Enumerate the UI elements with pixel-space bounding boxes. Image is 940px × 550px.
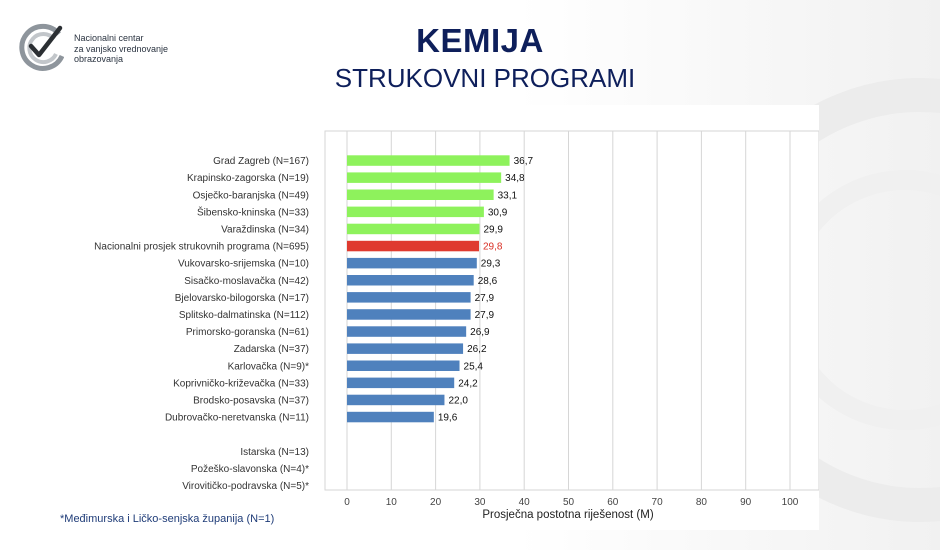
value-label: 25,4 <box>464 361 484 372</box>
category-label: Virovitičko-podravska (N=5)* <box>182 481 309 492</box>
footnote: *Međimurska i Ličko-senjska županija (N=… <box>60 513 275 525</box>
bar <box>347 275 474 286</box>
category-label: Koprivničko-križevačka (N=33) <box>173 378 309 389</box>
value-label: 22,0 <box>448 395 468 406</box>
category-label: Sisačko-moslavačka (N=42) <box>184 276 309 287</box>
category-label: Bjelovarsko-bilogorska (N=17) <box>175 293 309 304</box>
logo-line-1: Nacionalni centar <box>74 33 144 43</box>
bar-chart: 0 10 20 30 40 50 60 70 80 90 100 Grad Zagreb (N=167… <box>94 130 819 521</box>
value-label: 27,9 <box>475 293 495 304</box>
bar <box>347 360 460 371</box>
page-title: KEMIJA <box>416 22 544 59</box>
bar <box>347 155 510 166</box>
bar <box>347 257 477 269</box>
value-label: 33,1 <box>498 190 518 201</box>
bar <box>347 309 471 320</box>
page-subtitle: STRUKOVNI PROGRAMI <box>334 63 636 93</box>
x-tick-label: 60 <box>607 497 619 508</box>
value-label: 26,2 <box>467 344 487 355</box>
category-label: Splitsko-dalmatinska (N=112) <box>179 310 309 321</box>
category-label: Požeško-slavonska (N=4)* <box>191 464 309 475</box>
bar <box>347 223 480 235</box>
bar <box>347 240 480 252</box>
x-tick-label: 20 <box>430 497 442 508</box>
category-label: Vukovarsko-srijemska (N=10) <box>178 259 309 270</box>
category-label: Istarska (N=13) <box>240 447 309 458</box>
category-label: Dubrovačko-neretvanska (N=11) <box>165 413 309 424</box>
value-label: 26,9 <box>470 327 490 338</box>
x-tick-label: 40 <box>519 497 531 508</box>
value-label: 29,3 <box>481 259 501 270</box>
value-label: 29,8 <box>483 242 503 253</box>
logo-text: Nacionalni centar za vanjsko vrednovanje… <box>74 33 168 65</box>
chart-panel: 0 10 20 30 40 50 60 70 80 90 100 Grad Zagreb (N=167… <box>54 105 819 530</box>
value-label: 24,2 <box>458 378 478 389</box>
category-label: Zadarska (N=37) <box>234 344 309 355</box>
value-label: 28,6 <box>478 276 498 287</box>
category-label: Primorsko-goranska (N=61) <box>186 327 309 338</box>
x-tick-label: 10 <box>386 497 398 508</box>
bar <box>347 189 494 200</box>
bar <box>347 172 502 183</box>
bar <box>347 343 464 354</box>
x-tick-label: 0 <box>344 497 350 508</box>
plot-area <box>324 130 819 491</box>
category-label: Krapinsko-zagorska (N=19) <box>187 173 309 184</box>
value-label: 19,6 <box>438 413 458 424</box>
category-label: Karlovačka (N=9)* <box>228 361 310 372</box>
x-tick-label: 50 <box>563 497 575 508</box>
x-tick-label: 90 <box>740 497 752 508</box>
category-label: Osječko-baranjska (N=49) <box>193 190 309 201</box>
x-tick-label: 70 <box>652 497 664 508</box>
category-label: Šibensko-kninska (N=33) <box>197 205 309 218</box>
bar <box>347 377 455 389</box>
x-tick-label: 80 <box>696 497 708 508</box>
value-label: 27,9 <box>475 310 495 321</box>
x-axis-title: Prosječna postotna riješenost (M) <box>482 509 653 521</box>
bar <box>347 326 467 337</box>
value-label: 29,9 <box>483 224 503 235</box>
value-label: 36,7 <box>514 156 534 167</box>
category-label: Grad Zagreb (N=167) <box>213 156 309 167</box>
category-label: Varaždinska (N=34) <box>221 224 309 235</box>
bar <box>347 206 484 218</box>
category-label: Nacionalni prosjek strukovnih programa (… <box>94 242 309 253</box>
value-label: 34,8 <box>505 173 525 184</box>
value-label: 30,9 <box>488 207 508 218</box>
logo-line-3: obrazovanja <box>74 54 124 64</box>
bar <box>347 394 445 406</box>
logo-line-2: za vanjsko vrednovanje <box>74 43 169 54</box>
bar <box>347 292 471 303</box>
x-tick-label: 100 <box>782 497 799 508</box>
category-label: Brodsko-posavska (N=37) <box>193 395 309 406</box>
ncvvo-logo-icon <box>19 23 64 71</box>
x-tick-label: 30 <box>474 497 486 508</box>
bar <box>347 411 434 423</box>
